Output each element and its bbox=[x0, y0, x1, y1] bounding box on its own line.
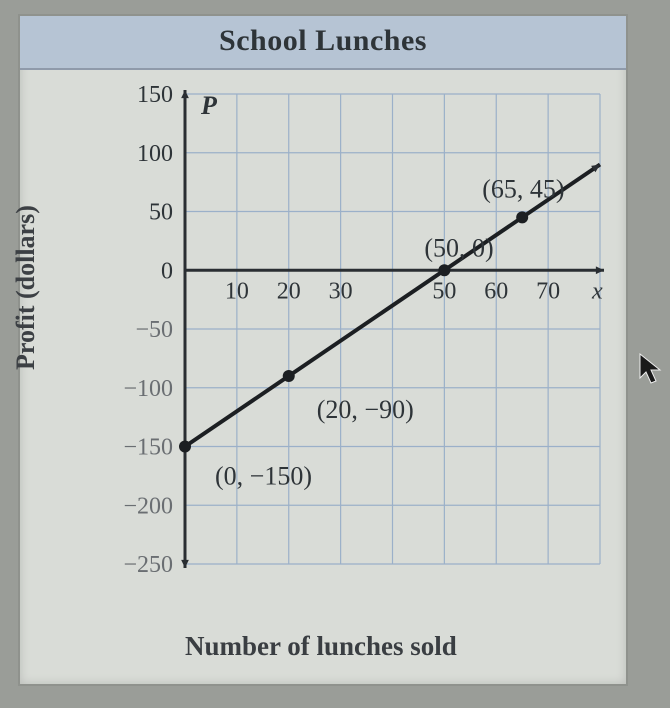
p-axis-label: P bbox=[200, 91, 218, 120]
data-point bbox=[516, 211, 528, 223]
point-label: (20, −90) bbox=[317, 395, 414, 424]
data-point bbox=[283, 370, 295, 382]
x-tick-label: 30 bbox=[329, 278, 353, 304]
chart-svg: P 150 100 50 0 −50 −100 −150 −200 −250 10 20 30 50 60 7… bbox=[20, 70, 626, 680]
y-tick-label: 50 bbox=[149, 200, 173, 226]
chart-panel: School Lunches Profit (dollars) P1501005… bbox=[18, 14, 628, 686]
x-tick-label: 60 bbox=[484, 278, 508, 304]
x-tick-label: 10 bbox=[225, 278, 249, 304]
y-tick-label: −50 bbox=[135, 317, 173, 343]
point-label: (50, 0) bbox=[424, 233, 493, 262]
data-point bbox=[438, 264, 450, 276]
x-end-label: x bbox=[591, 278, 603, 304]
title-bar: School Lunches bbox=[20, 16, 626, 70]
chart-title: School Lunches bbox=[219, 24, 427, 57]
mouse-cursor-icon bbox=[638, 352, 664, 394]
chart-area: Profit (dollars) P150100500−50−100−150−2… bbox=[20, 70, 626, 680]
y-tick-label: 150 bbox=[137, 82, 173, 108]
x-tick-label: 70 bbox=[536, 278, 560, 304]
y-tick-label: −200 bbox=[123, 493, 173, 519]
data-point bbox=[179, 441, 191, 453]
y-tick-label: −250 bbox=[123, 552, 173, 578]
x-axis-label: Number of lunches sold bbox=[185, 631, 457, 662]
y-tick-label: 100 bbox=[137, 141, 173, 167]
y-tick-label: −100 bbox=[123, 376, 173, 402]
y-tick-label: 0 bbox=[161, 258, 173, 284]
y-tick-label: −150 bbox=[123, 435, 173, 461]
point-label: (0, −150) bbox=[215, 462, 312, 491]
x-tick-label: 20 bbox=[277, 278, 301, 304]
point-label: (65, 45) bbox=[482, 174, 564, 203]
x-tick-label: 50 bbox=[432, 278, 456, 304]
